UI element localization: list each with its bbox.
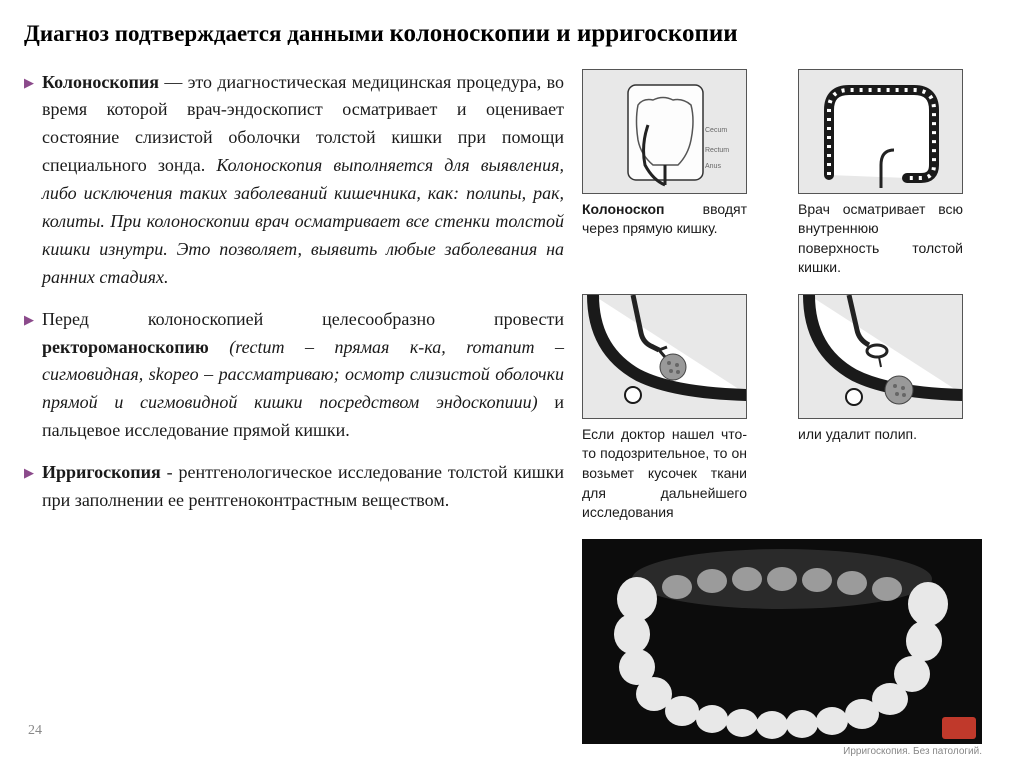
svg-text:Cecum: Cecum <box>705 127 727 134</box>
text-column: ▶ Колоноскопия — это диагностическая мед… <box>24 69 564 757</box>
page-number: 24 <box>28 723 42 739</box>
bullet-1-text: Колоноскопия — это диагностическая медиц… <box>42 69 564 292</box>
slide-title: Диагноз подтверждается данными колоноско… <box>24 18 1000 51</box>
figure-1-caption: Колоноскоп вводят через прямую кишку. <box>582 200 747 239</box>
figure-3-caption: Если доктор нашел что-то подозрительное,… <box>582 425 747 523</box>
bullet-1: ▶ Колоноскопия — это диагностическая мед… <box>24 69 564 292</box>
figure-3: Если доктор нашел что-то подозрительное,… <box>582 294 784 523</box>
xray-image <box>582 539 982 744</box>
bullet-2-plain1: Перед колоноскопией целесообразно провес… <box>42 309 564 329</box>
title-emphasis: колоноскопии и ирригоскопии <box>389 20 737 47</box>
figure-4-caption: или удалит полип. <box>798 425 963 445</box>
figure-row-2: Если доктор нашел что-то подозрительное,… <box>582 294 1000 523</box>
figure-4: или удалит полип. <box>798 294 1000 523</box>
svg-text:Anus: Anus <box>705 163 721 170</box>
bullet-3-text: Ирригоскопия - рентгенологическое исслед… <box>42 459 564 515</box>
content-area: ▶ Колоноскопия — это диагностическая мед… <box>24 69 1000 757</box>
bullet-marker-icon: ▶ <box>24 459 42 515</box>
term-irrigoscopy: Ирригоскопия <box>42 462 161 482</box>
figure-2: Врач осматривает всю внутреннюю поверхно… <box>798 69 1000 278</box>
figure-column: Cecum Rectum Anus Колоноскоп вводят чере… <box>582 69 1000 757</box>
bullet-2-text: Перед колоноскопией целесообразно провес… <box>42 306 564 445</box>
bullet-marker-icon: ▶ <box>24 306 42 445</box>
title-prefix: Диагноз подтверждается данными <box>24 21 389 46</box>
bullet-2: ▶ Перед колоноскопией целесообразно пров… <box>24 306 564 445</box>
figure-1: Cecum Rectum Anus Колоноскоп вводят чере… <box>582 69 784 278</box>
bullet-marker-icon: ▶ <box>24 69 42 292</box>
figure-row-1: Cecum Rectum Anus Колоноскоп вводят чере… <box>582 69 1000 278</box>
figure-2-image <box>798 69 963 194</box>
term-colonoscopy: Колоноскопия <box>42 72 159 92</box>
figure-2-caption: Врач осматривает всю внутреннюю поверхно… <box>798 200 963 278</box>
svg-text:Rectum: Rectum <box>705 147 729 154</box>
xray-caption: Ирригоскопия. Без патологий. <box>582 746 982 757</box>
figure-1-caption-bold: Колоноскоп <box>582 201 664 217</box>
figure-1-image: Cecum Rectum Anus <box>582 69 747 194</box>
figure-3-image <box>582 294 747 419</box>
figure-4-image <box>798 294 963 419</box>
bullet-3: ▶ Ирригоскопия - рентгенологическое иссл… <box>24 459 564 515</box>
term-rectoromanoscopy: ректороманоскопию <box>42 337 209 357</box>
